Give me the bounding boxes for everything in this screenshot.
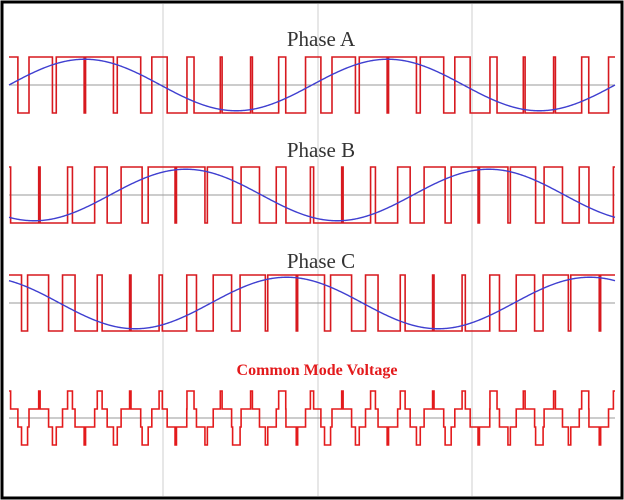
phase-b-pwm-line: [9, 166, 615, 224]
phase-a-pwm-line: [9, 56, 615, 114]
phase-a-sine-line: [8, 58, 616, 112]
waveform-panels: [8, 56, 616, 446]
common-mode-line: [9, 390, 615, 446]
phase-c-pwm-line: [9, 274, 615, 332]
phase-c-panel: [8, 274, 616, 332]
common-mode-panel: [9, 390, 615, 446]
common-mode-title: Common Mode Voltage: [237, 362, 398, 379]
phase-b-sine-line: [8, 168, 616, 222]
phase-a-title: Phase A: [287, 27, 356, 51]
phase-c-sine-line: [8, 276, 616, 330]
phase-c-title: Phase C: [287, 249, 355, 273]
phase-a-panel: [8, 56, 616, 114]
phase-b-panel: [8, 166, 616, 224]
phase-b-title: Phase B: [287, 138, 355, 162]
